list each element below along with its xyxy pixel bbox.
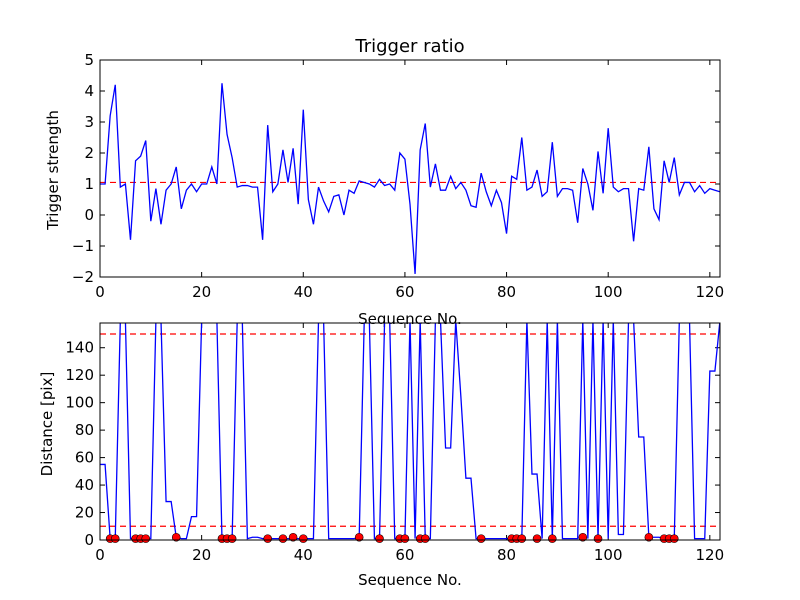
bottom-y-axis-label: Distance [pix] xyxy=(38,372,56,477)
x-tick-label: 20 xyxy=(192,546,211,564)
data-marker xyxy=(227,534,237,543)
data-marker xyxy=(298,534,308,543)
y-tick-label: 20 xyxy=(75,504,94,522)
bottom-plot-frame xyxy=(99,322,721,541)
y-tick-label: 4 xyxy=(84,82,94,100)
data-marker xyxy=(644,532,654,542)
bottom-axis-ticks: 0 20 40 60 80 100 120 0 20 40 60 80 100 120 140 xyxy=(65,323,724,564)
x-tick-label: 100 xyxy=(594,546,623,564)
x-tick-label: 80 xyxy=(497,546,516,564)
data-marker xyxy=(517,534,527,543)
y-tick-label: 140 xyxy=(65,339,94,357)
y-tick-label: 0 xyxy=(84,206,94,224)
x-tick-label: 40 xyxy=(294,283,313,301)
top-axis-ticks: 0 20 40 60 80 100 120 −2 −1 0 1 2 3 4 5 xyxy=(72,51,724,301)
x-tick-label: 0 xyxy=(95,283,105,301)
chart-title: Trigger ratio xyxy=(354,36,464,57)
y-tick-label: 1 xyxy=(84,175,94,193)
data-marker xyxy=(578,532,588,542)
trigger-ratio-chart: Trigger ratio 0 20 40 60 80 100 120−2−1012345 … xyxy=(44,36,724,328)
y-tick-label: 120 xyxy=(65,366,94,384)
series-line xyxy=(100,83,720,274)
data-marker xyxy=(263,534,273,543)
x-tick-label: 0 xyxy=(95,546,105,564)
data-marker xyxy=(593,534,603,543)
x-tick-label: 60 xyxy=(395,283,414,301)
y-tick-label: 40 xyxy=(75,476,94,494)
y-tick-label: 3 xyxy=(84,113,94,131)
data-marker xyxy=(532,534,542,543)
bottom-marker-group xyxy=(105,532,679,543)
data-marker xyxy=(141,534,151,543)
y-tick-label: 2 xyxy=(84,144,94,162)
x-tick-label: 20 xyxy=(192,283,211,301)
distance-chart: 0 20 40 60 80 100 120 0 20 40 60 80 100 120 140 Sequen… xyxy=(38,322,724,589)
data-marker xyxy=(288,532,298,542)
series-line xyxy=(100,323,720,540)
y-tick-label: −2 xyxy=(72,268,94,286)
data-marker xyxy=(669,534,679,543)
y-tick-label: 60 xyxy=(75,449,94,467)
x-tick-label: 60 xyxy=(395,546,414,564)
y-tick-label: 0 xyxy=(84,531,94,549)
y-tick-label: 100 xyxy=(65,394,94,412)
bottom-series-group xyxy=(100,323,720,540)
x-tick-label: 120 xyxy=(696,283,725,301)
data-marker xyxy=(354,532,364,542)
x-tick-label: 40 xyxy=(294,546,313,564)
y-tick-label: 5 xyxy=(84,51,94,69)
data-marker xyxy=(547,534,557,543)
data-marker xyxy=(278,534,288,543)
data-marker xyxy=(110,534,120,543)
y-tick-label: −1 xyxy=(72,237,94,255)
x-tick-label: 80 xyxy=(497,283,516,301)
x-tick-label: 120 xyxy=(696,546,725,564)
data-marker xyxy=(400,534,410,543)
top-y-axis-label: Trigger strength xyxy=(44,110,62,231)
y-tick-label: 80 xyxy=(75,421,94,439)
data-marker xyxy=(420,534,430,543)
top-series-group xyxy=(100,83,720,274)
data-marker xyxy=(171,532,181,542)
top-plot-frame xyxy=(99,59,721,278)
data-marker xyxy=(476,534,486,543)
x-tick-label: 100 xyxy=(594,283,623,301)
bottom-x-axis-label: Sequence No. xyxy=(358,571,462,589)
data-marker xyxy=(375,534,384,543)
